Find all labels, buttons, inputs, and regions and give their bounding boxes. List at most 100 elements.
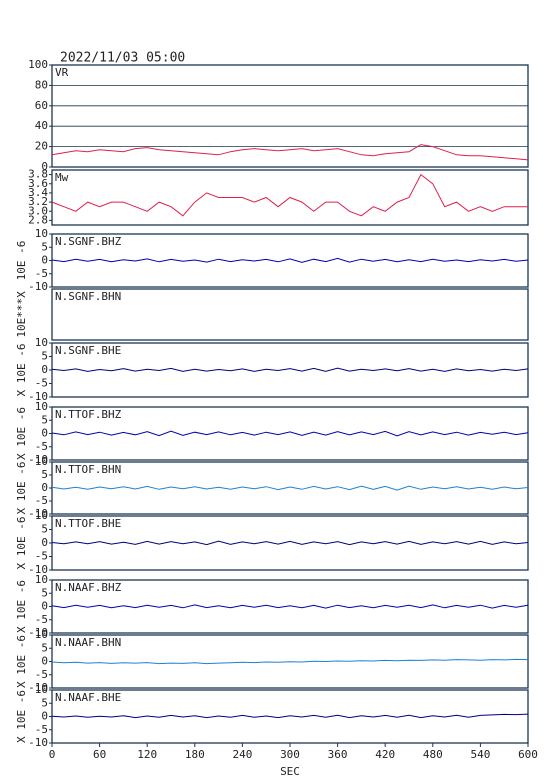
y-tick-label: 5 [41,641,48,654]
y-tick-label: 0 [41,481,48,494]
y-tick-label: 0 [41,254,48,267]
y-tick-label: -5 [35,377,48,390]
y-axis-label: X 10E -6 [15,462,28,515]
y-tick-label: 5 [41,468,48,481]
y-tick-label: 40 [35,119,48,132]
panel-label: N.NAAF.BHE [55,691,121,704]
x-tick-label: 600 [518,748,538,761]
trace [51,713,529,719]
y-tick-label: 5 [41,413,48,426]
panel-label: N.SGNF.BHZ [55,235,122,248]
y-axis-label: 10E***X [15,291,28,338]
x-tick-label: 120 [137,748,157,761]
panel-label: N.TTOF.BHN [55,463,121,476]
y-tick-label: -5 [35,723,48,736]
y-tick-label: 60 [35,99,48,112]
trace [51,485,529,491]
trace [51,658,529,665]
y-tick-label: 3.6 [28,177,48,190]
y-tick-label: -10 [28,507,48,520]
y-tick-label: 0 [41,710,48,723]
y-tick-label: 0 [41,600,48,613]
panel-frame [51,515,529,571]
y-tick-label: 10 [35,509,48,522]
x-tick-label: 360 [328,748,348,761]
trace [51,173,528,217]
trace [51,540,529,546]
x-tick-label: 0 [49,748,56,761]
y-axis-label: X 10E -6 [15,517,28,570]
y-tick-label: -10 [28,736,48,749]
y-axis-label: X 10E -6 [15,580,28,633]
y-tick-label: 0 [41,160,48,173]
y-tick-label: 10 [35,227,48,240]
y-tick-label: 20 [35,140,48,153]
y-tick-label: -10 [28,453,48,466]
y-tick-label: 100 [28,58,48,71]
y-tick-label: 0 [41,536,48,549]
x-tick-label: 420 [375,748,395,761]
y-tick-label: 5 [41,696,48,709]
panel-label: N.SGNF.BHN [55,290,121,303]
x-tick-label: 60 [93,748,106,761]
panel-label: N.TTOF.BHE [55,517,121,530]
panel-frame [51,342,529,398]
y-axis-label: X 10E -6 [15,690,28,743]
y-tick-label: -5 [35,550,48,563]
y-tick-label: 80 [35,78,48,91]
y-tick-label: -5 [35,440,48,453]
y-tick-label: -10 [28,563,48,576]
panel-frame [51,689,529,744]
y-axis-label: X 10E -6 [15,407,28,460]
trace [51,430,529,437]
panel-label: VR [55,66,69,79]
y-tick-label: 5 [41,586,48,599]
x-tick-label: 540 [470,748,490,761]
panel-frame [51,288,529,341]
y-tick-label: -10 [28,390,48,403]
y-tick-label: -5 [35,613,48,626]
trace [51,257,529,263]
y-tick-label: -10 [28,681,48,694]
panel-label: N.TTOF.BHZ [55,408,122,421]
y-tick-label: 10 [35,455,48,468]
chart-title: 2022/11/03 05:00 [60,51,185,66]
y-tick-label: -5 [35,494,48,507]
panel-label: N.SGNF.BHE [55,344,121,357]
y-tick-label: -5 [35,267,48,280]
y-axis-label: X 10E -6 [15,344,28,397]
y-tick-label: 10 [35,336,48,349]
y-tick-label: -10 [28,626,48,639]
trace [51,604,529,609]
panel-label: N.NAAF.BHZ [55,581,122,594]
y-tick-label: 3.4 [28,186,48,199]
y-tick-label: 5 [41,240,48,253]
x-tick-label: 480 [423,748,443,761]
x-tick-label: 300 [280,748,300,761]
panel-label: Mw [55,171,69,184]
trace [51,144,529,161]
y-tick-label: 5 [41,350,48,363]
trace [51,367,529,372]
y-tick-label: 3.8 [28,168,48,181]
y-tick-label: 3.0 [28,204,48,217]
y-tick-label: 0 [41,427,48,440]
y-axis-label: X 10E -6 [15,635,28,688]
y-tick-label: 10 [35,628,48,641]
y-tick-label: 10 [35,573,48,586]
x-tick-label: 180 [185,748,205,761]
y-tick-label: 3.2 [28,195,48,208]
y-tick-label: 0 [41,363,48,376]
y-tick-label: 10 [35,683,48,696]
y-tick-label: 0 [41,655,48,668]
y-tick-label: 5 [41,523,48,536]
y-tick-label: 10 [35,400,48,413]
panel-frame [51,406,529,461]
x-axis-label: SEC [280,765,300,778]
panel-frame [51,461,529,515]
y-axis-label: 10E -6 [15,241,28,281]
y-tick-label: -5 [35,668,48,681]
x-tick-label: 240 [232,748,252,761]
panel-label: N.NAAF.BHN [55,636,121,649]
